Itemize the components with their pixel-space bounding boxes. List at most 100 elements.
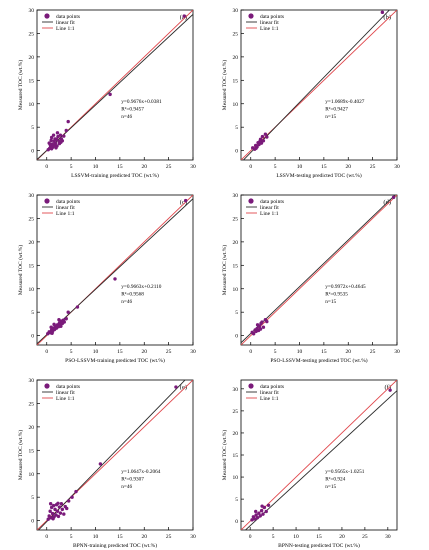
data-point <box>59 324 63 328</box>
data-point <box>48 509 52 513</box>
y-tick-label: 10 <box>29 287 35 293</box>
x-tick-label: 10 <box>93 534 99 540</box>
legend-label-linear-fit: linear fit <box>260 19 279 26</box>
x-tick-label: 15 <box>321 164 327 170</box>
y-axis-label: Measured TOC (wt.%) <box>17 60 24 111</box>
x-tick-label: 30 <box>394 164 400 170</box>
linear-fit-line <box>244 390 397 530</box>
data-point <box>50 145 55 150</box>
x-axis-label: BPNN-testing predicted TOC (wt.%) <box>278 542 360 549</box>
x-tick-label: 15 <box>117 164 123 170</box>
x-tick-label: 0 <box>45 534 48 540</box>
legend-marker-data-points <box>44 13 50 19</box>
x-tick-label: 5 <box>70 534 73 540</box>
legend-marker-data-points <box>248 13 254 19</box>
x-tick-label: 5 <box>70 164 73 170</box>
fit-annotation-line: n=15 <box>325 484 336 490</box>
data-point <box>66 310 70 314</box>
y-tick-label: 5 <box>235 125 238 131</box>
x-tick-label: 25 <box>362 534 368 540</box>
x-tick-label: 20 <box>142 164 148 170</box>
x-tick-label: 10 <box>93 349 99 355</box>
data-point <box>56 514 61 519</box>
data-point <box>57 317 61 322</box>
data-point <box>264 509 268 514</box>
fit-annotation-line: y=1.0647x-0.2064 <box>121 469 161 475</box>
linear-fit-line <box>37 380 186 530</box>
y-tick-label: 15 <box>233 78 239 84</box>
y-tick-label: 15 <box>29 448 35 454</box>
data-point <box>261 325 266 329</box>
y-tick-label: 10 <box>29 472 35 478</box>
data-point <box>183 198 188 203</box>
legend-label-line-1-1: Line 1:1 <box>56 26 75 32</box>
y-tick-label: 30 <box>29 378 35 384</box>
y-tick-label: 20 <box>233 55 239 61</box>
scatter-panel-6: 0 5 10 15 20 25 30 0 5 10 15 20 25 30 BPNN-testing pre… <box>221 379 398 549</box>
y-tick-label: 5 <box>31 125 34 131</box>
legend-label-line-1-1: Line 1:1 <box>260 396 279 402</box>
x-tick-label: 15 <box>321 349 327 355</box>
data-point <box>75 305 80 309</box>
legend-label-linear-fit: linear fit <box>56 19 75 26</box>
x-tick-label: 0 <box>249 164 252 170</box>
y-tick-label: 30 <box>233 387 239 393</box>
x-tick-label: 30 <box>190 349 196 355</box>
y-tick-label: 30 <box>29 193 35 199</box>
y-tick-label: 20 <box>29 240 35 246</box>
data-point <box>50 331 54 335</box>
data-point <box>391 195 396 200</box>
y-tick-label: 0 <box>31 519 34 525</box>
x-tick-label: 10 <box>93 164 99 170</box>
data-point <box>65 506 69 511</box>
data-point <box>55 509 60 513</box>
data-point <box>251 332 256 336</box>
panel-label: (f) <box>385 384 392 391</box>
y-tick-label: 25 <box>29 216 35 222</box>
data-point <box>263 132 268 136</box>
data-point <box>59 502 64 506</box>
data-point <box>53 507 57 512</box>
data-point <box>257 511 261 515</box>
data-point <box>51 503 56 508</box>
data-point <box>258 514 262 518</box>
x-tick-label: 10 <box>297 164 303 170</box>
x-tick-label: 25 <box>370 164 376 170</box>
data-point <box>74 489 78 494</box>
y-tick-label: 5 <box>235 497 238 503</box>
y-axis-label: Measured TOC (wt.%) <box>221 430 228 481</box>
y-tick-label: 10 <box>29 102 35 108</box>
data-point <box>62 134 66 138</box>
y-tick-label: 30 <box>29 8 35 14</box>
x-tick-label: 5 <box>70 349 73 355</box>
y-tick-label: 0 <box>31 149 34 155</box>
y-tick-label: 5 <box>235 310 238 316</box>
x-axis-label: PSO-LSSVM-training predicted TOC (wt.%) <box>65 357 165 364</box>
data-point <box>182 14 186 18</box>
legend-label-linear-fit: linear fit <box>260 204 279 211</box>
y-axis-label: Measured TOC (wt.%) <box>17 430 24 481</box>
data-point <box>62 320 66 324</box>
scatter-panel-5: 0 5 10 15 20 25 30 0 5 10 15 20 25 30 BPNN-training pr… <box>17 378 196 549</box>
y-tick-label: 15 <box>233 263 239 269</box>
plot-frame <box>240 9 398 161</box>
data-point <box>258 327 263 331</box>
data-point <box>54 146 58 150</box>
x-tick-label: 0 <box>249 349 252 355</box>
legend-label-data-points: data points <box>56 199 80 205</box>
fit-annotation-line: R²=0.9568 <box>121 292 144 298</box>
legend-label-line-1-1: Line 1:1 <box>56 396 75 402</box>
y-tick-label: 0 <box>31 334 34 340</box>
line-1-1 <box>241 195 397 345</box>
data-point <box>255 323 260 327</box>
data-point <box>98 462 103 466</box>
data-point <box>250 518 254 522</box>
y-tick-label: 20 <box>29 425 35 431</box>
data-point <box>49 135 54 140</box>
x-axis-label: BPNN-training predicted TOC (wt.%) <box>73 542 157 549</box>
legend-label-data-points: data points <box>56 384 80 390</box>
data-point <box>48 502 53 506</box>
legend-label-data-points: data points <box>260 14 284 20</box>
legend-marker-data-points <box>248 198 254 204</box>
data-point <box>53 137 57 141</box>
